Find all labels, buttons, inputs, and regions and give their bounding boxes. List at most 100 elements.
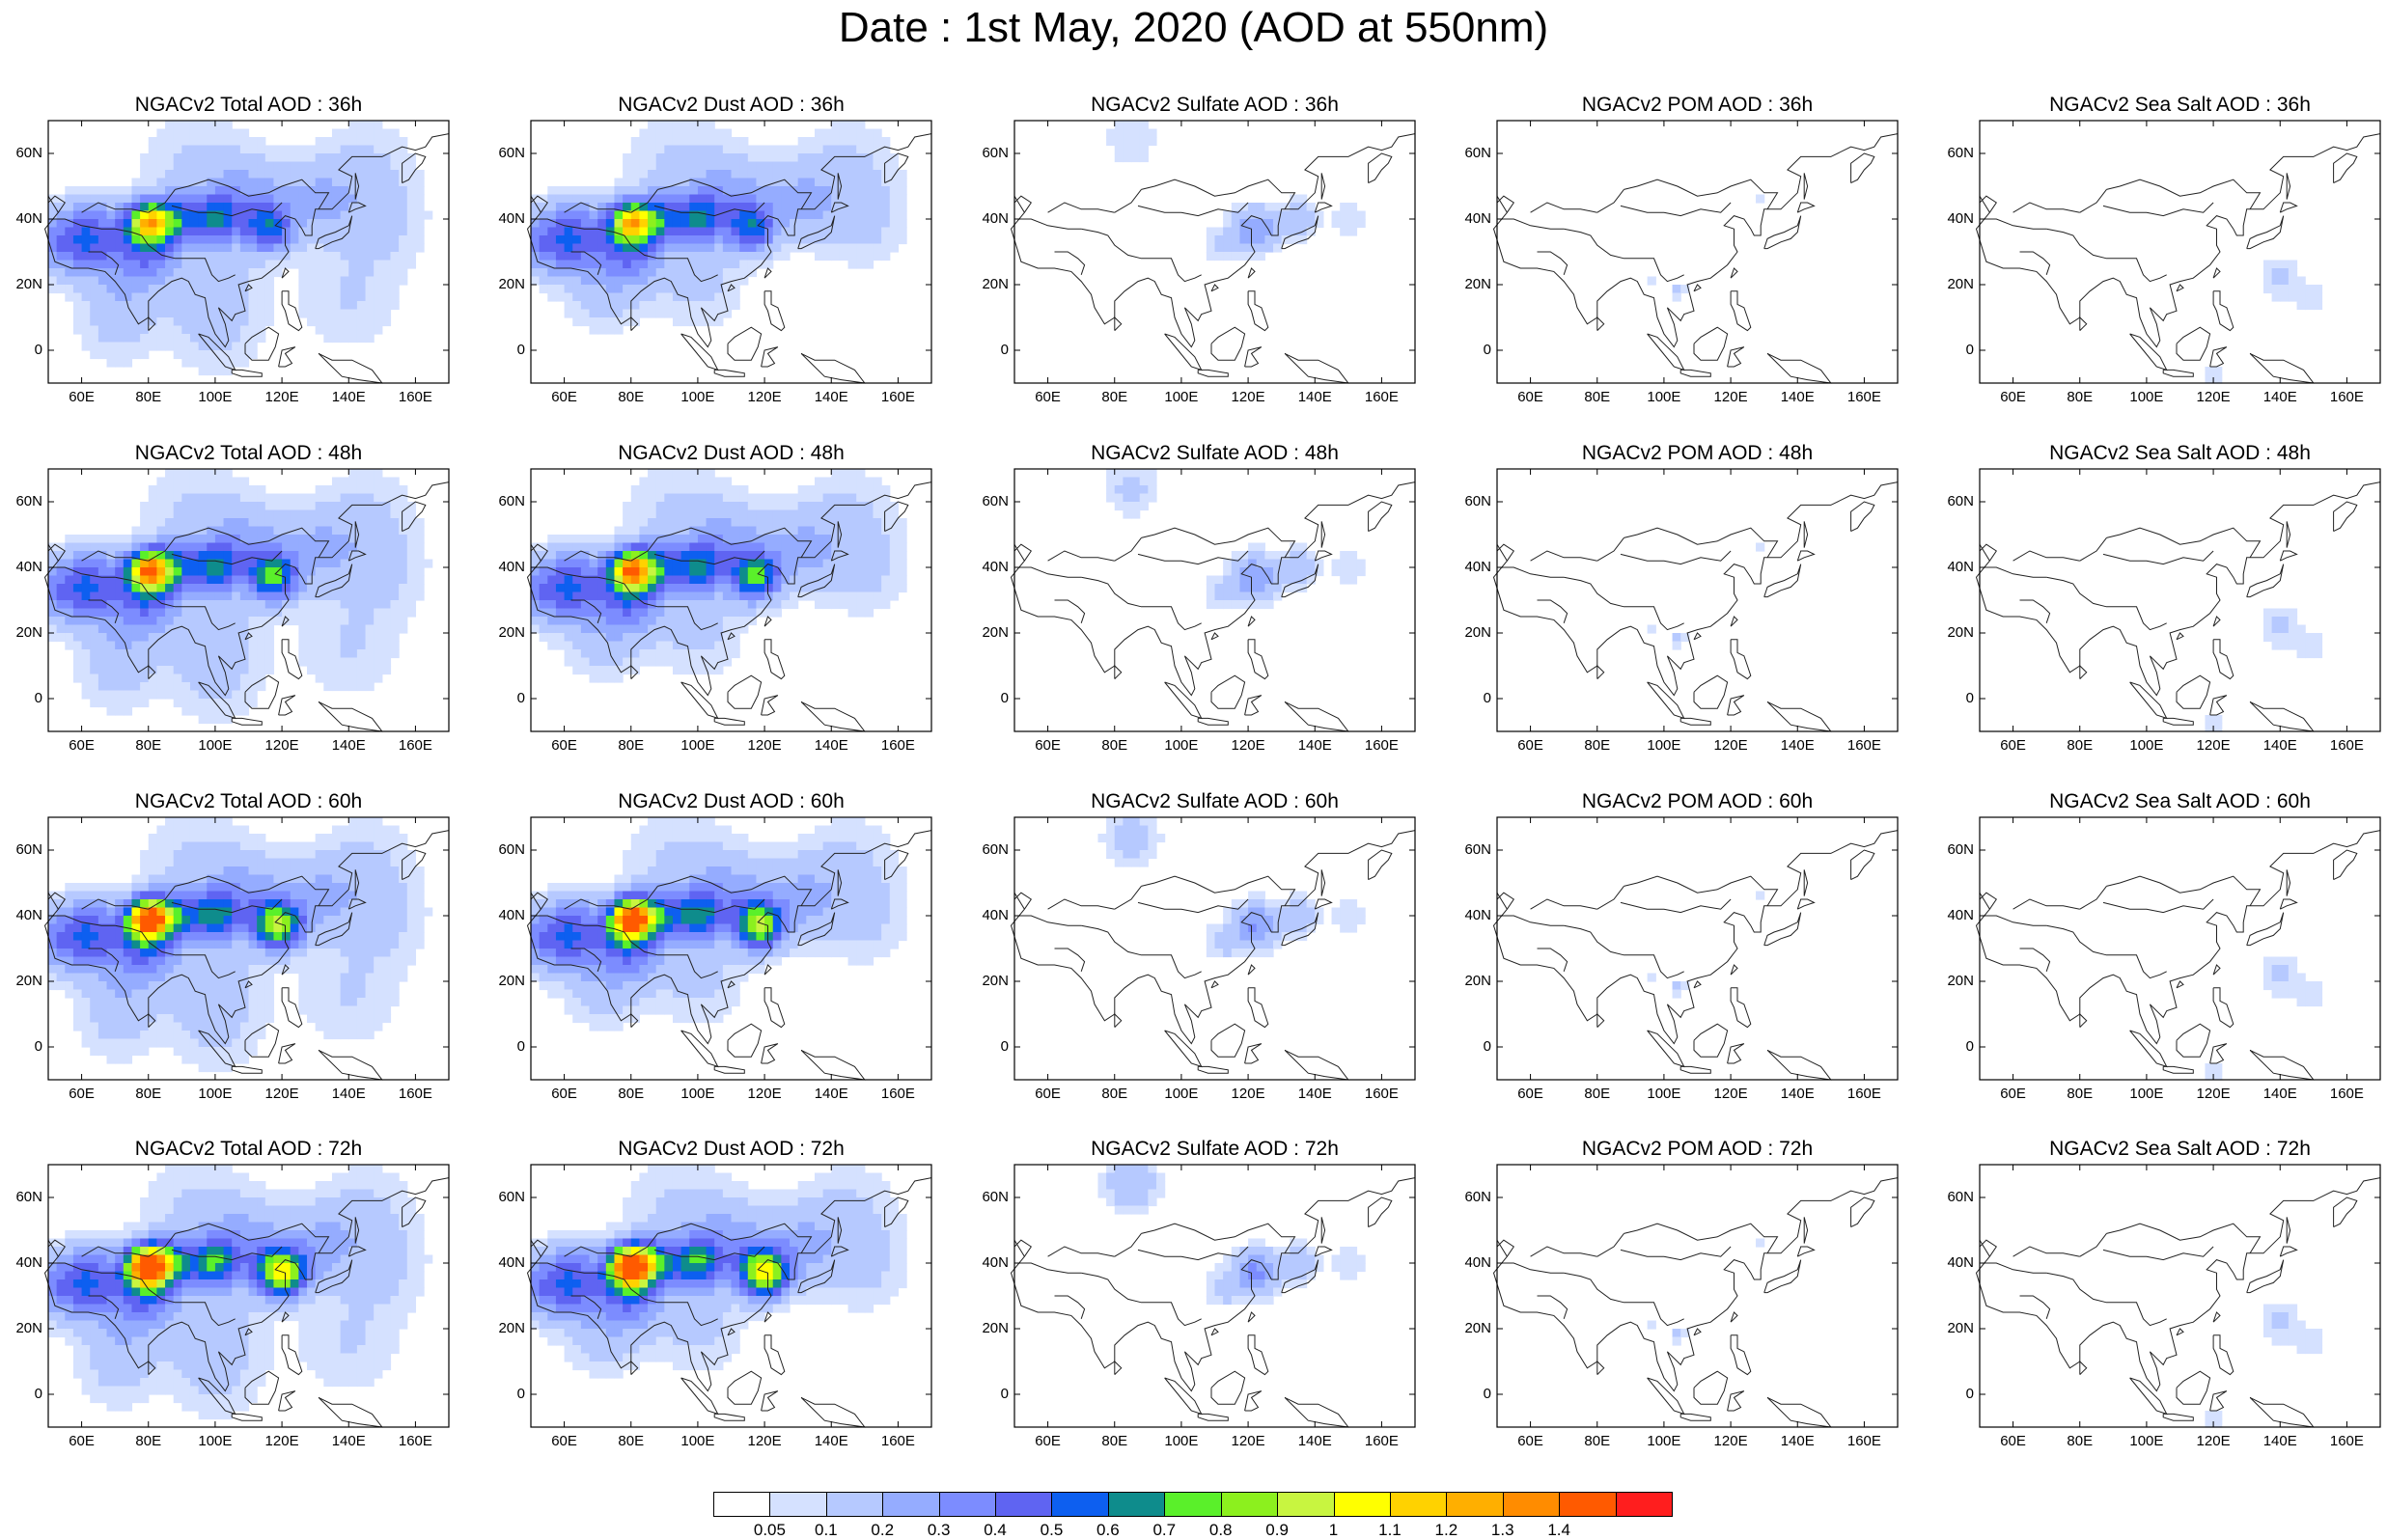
aod-cell <box>756 227 765 236</box>
aod-cell <box>214 907 225 917</box>
aod-cell <box>864 535 874 544</box>
aod-cell <box>597 591 607 601</box>
aod-cell <box>1256 227 1265 236</box>
aod-cell <box>1214 600 1224 610</box>
aod-cell <box>331 276 342 286</box>
aod-cell <box>1206 600 1216 610</box>
aod-cell <box>148 194 157 204</box>
aod-cell <box>298 633 308 643</box>
aod-cell <box>140 674 150 683</box>
aod-cell <box>264 235 275 245</box>
aod-cell <box>48 203 58 212</box>
aod-cell <box>597 575 607 585</box>
aod-cell <box>106 210 116 220</box>
aod-cell <box>390 883 400 893</box>
aod-cell <box>264 899 275 909</box>
aod-cell <box>348 891 358 900</box>
aod-cell <box>1223 210 1233 220</box>
aod-cell <box>689 227 699 236</box>
aod-cell <box>881 535 891 544</box>
aod-cell <box>2205 367 2214 376</box>
aod-cell <box>747 608 758 618</box>
aod-cell <box>847 551 857 561</box>
aod-cell <box>2271 268 2281 278</box>
aod-cell <box>365 535 375 544</box>
aod-cell <box>123 584 133 593</box>
aod-cell <box>365 309 375 318</box>
aod-cell <box>655 178 665 187</box>
aod-cell <box>72 235 83 245</box>
aod-cell <box>1347 559 1358 568</box>
aod-cell <box>273 575 283 585</box>
aod-cell <box>181 268 191 278</box>
aod-cell <box>415 235 425 245</box>
aod-cell <box>1106 485 1116 495</box>
aod-cell <box>156 227 166 236</box>
aod-cell <box>873 493 882 503</box>
aod-cell <box>706 276 715 286</box>
aod-cell <box>356 526 367 536</box>
aod-cell <box>1273 227 1283 236</box>
aod-cell <box>555 243 566 253</box>
aod-cell <box>580 608 591 618</box>
aod-cell <box>323 633 333 643</box>
aod-cell <box>390 128 400 138</box>
aod-cell <box>390 485 400 495</box>
aod-cell <box>298 243 308 253</box>
aod-cell <box>331 153 342 163</box>
aod-cell <box>123 535 133 544</box>
aod-cell <box>365 469 375 479</box>
aod-cell <box>156 502 166 511</box>
aod-cell <box>214 235 225 245</box>
aod-cell <box>331 617 342 626</box>
aod-cell <box>739 137 749 147</box>
aod-cell <box>772 493 782 503</box>
aod-cell <box>273 591 283 601</box>
aod-cell <box>340 268 349 278</box>
aod-cell <box>257 260 266 269</box>
aod-cell <box>232 666 241 675</box>
aod-cell <box>630 227 640 236</box>
coastline <box>402 152 427 184</box>
aod-cell <box>248 276 258 286</box>
aod-cell <box>1131 485 1141 495</box>
aod-cell <box>639 153 649 163</box>
aod-cell <box>381 309 392 318</box>
aod-cell <box>189 325 200 335</box>
aod-cell <box>257 301 266 311</box>
aod-cell <box>822 485 832 495</box>
aod-cell <box>123 706 133 716</box>
aod-cell <box>348 674 358 683</box>
aod-cell <box>223 317 233 327</box>
aod-cell <box>248 317 258 327</box>
aod-cell <box>239 268 250 278</box>
aod-cell <box>2313 633 2323 643</box>
aod-cell <box>239 309 250 318</box>
aod-cell <box>580 252 591 261</box>
aod-cell <box>572 591 582 601</box>
aod-cell <box>307 219 317 229</box>
panel-title: NGACv2 POM AOD : 48h <box>1581 442 1814 464</box>
aod-cell <box>198 317 208 327</box>
aod-cell <box>790 235 799 245</box>
aod-cell <box>374 526 383 536</box>
aod-cell <box>232 485 241 495</box>
aod-cell <box>747 194 758 204</box>
aod-cell <box>97 649 108 659</box>
aod-cell <box>56 591 66 601</box>
aod-cell <box>390 633 400 643</box>
aod-cell <box>56 203 66 212</box>
aod-cell <box>680 477 690 486</box>
aod-cell <box>198 358 208 368</box>
aod-cell <box>56 584 66 593</box>
aod-cell <box>739 186 749 196</box>
aod-cell <box>614 600 624 610</box>
aod-cell <box>239 666 250 675</box>
aod-cell <box>639 477 649 486</box>
aod-cell <box>290 866 299 876</box>
aod-cell <box>315 666 324 675</box>
aod-cell <box>831 186 841 196</box>
aod-cell <box>374 161 383 171</box>
aod-cell <box>764 535 774 544</box>
aod-cell <box>198 715 208 725</box>
